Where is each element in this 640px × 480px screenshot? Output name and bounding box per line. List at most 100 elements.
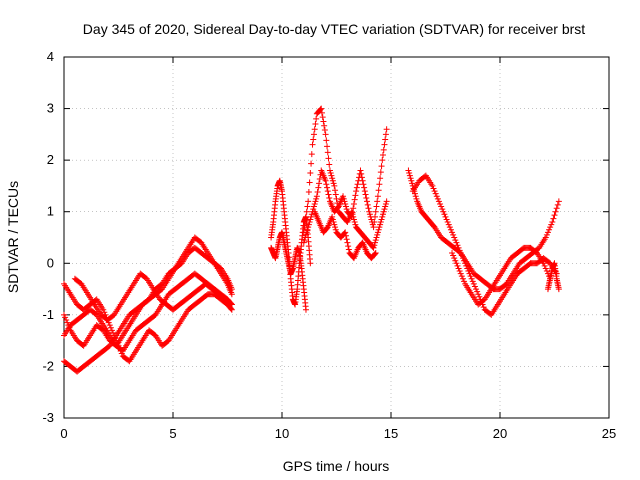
data-point [382, 203, 389, 210]
data-point [377, 219, 384, 226]
data-point [332, 224, 339, 231]
data-point [373, 234, 380, 241]
data-point [380, 211, 387, 218]
data-point [310, 203, 317, 210]
data-point [464, 265, 471, 272]
data-point [429, 182, 436, 189]
data-point [116, 345, 123, 352]
data-point [324, 143, 331, 150]
data-point [106, 322, 113, 329]
data-point [324, 188, 331, 195]
data-point [340, 193, 347, 200]
data-point [449, 249, 456, 256]
data-point [324, 225, 331, 232]
data-point [340, 195, 347, 202]
data-point [353, 188, 360, 195]
data-point [441, 211, 448, 218]
data-point [314, 188, 321, 195]
data-point [548, 221, 555, 228]
data-point [341, 230, 348, 237]
data-point [372, 237, 379, 244]
data-point [301, 237, 308, 244]
data-point [321, 127, 328, 134]
data-point [343, 236, 350, 243]
data-point [312, 198, 319, 205]
y-tick-label: 0 [47, 255, 54, 270]
data-point [456, 247, 463, 254]
data-point [326, 194, 333, 201]
data-point [408, 177, 415, 184]
data-point [375, 187, 382, 194]
plot-frame [63, 56, 610, 419]
data-point [380, 208, 387, 215]
data-point [327, 170, 334, 177]
data-point [302, 231, 309, 238]
data-point [354, 181, 361, 188]
data-point [437, 200, 444, 207]
data-point [332, 226, 339, 233]
data-point [63, 317, 70, 324]
data-point [540, 260, 547, 267]
data-point [308, 211, 315, 218]
data-point [329, 177, 336, 184]
data-point [313, 195, 320, 202]
data-point [300, 239, 307, 246]
data-point [466, 270, 473, 277]
data-point [361, 184, 368, 191]
data-point [118, 350, 125, 357]
data-point [368, 216, 375, 223]
data-point [361, 188, 368, 195]
data-point [310, 136, 317, 143]
x-tick-label: 15 [384, 426, 398, 441]
data-point [308, 160, 315, 167]
data-point [344, 239, 351, 246]
data-point [311, 126, 318, 133]
data-point [543, 268, 550, 275]
data-point [304, 226, 311, 233]
data-point [326, 161, 333, 168]
data-point [325, 191, 332, 198]
data-point [343, 206, 350, 213]
data-point [469, 278, 476, 285]
data-point [449, 229, 456, 236]
data-point [371, 242, 378, 249]
data-point [305, 198, 312, 205]
data-point [308, 213, 315, 220]
data-point [108, 327, 115, 334]
data-point [374, 231, 381, 238]
data-point [447, 226, 454, 233]
x-tick-label: 20 [493, 426, 507, 441]
data-point [352, 221, 359, 228]
data-point [329, 175, 336, 182]
data-point [372, 213, 379, 220]
data-point [321, 122, 328, 129]
data-point [228, 305, 235, 312]
data-point [342, 200, 349, 207]
data-point [366, 208, 373, 215]
data-point [64, 319, 71, 326]
data-point [382, 200, 389, 207]
data-point [322, 131, 329, 138]
data-point [439, 206, 446, 213]
x-axis-label: GPS time / hours [283, 458, 390, 474]
data-point [378, 163, 385, 170]
data-point [542, 234, 549, 241]
data-point [453, 239, 460, 246]
data-point [307, 260, 314, 267]
data-point [328, 172, 335, 179]
data-point [546, 226, 553, 233]
y-tick-label: -3 [42, 410, 54, 425]
data-point [370, 244, 377, 251]
data-point [412, 193, 419, 200]
data-point [302, 234, 309, 241]
data-point [351, 219, 358, 226]
data-point [461, 278, 468, 285]
data-point [350, 205, 357, 212]
data-point [543, 231, 550, 238]
data-point [358, 174, 365, 181]
data-point [227, 300, 234, 307]
data-point [348, 213, 355, 220]
data-point [440, 208, 447, 215]
data-point [114, 340, 121, 347]
